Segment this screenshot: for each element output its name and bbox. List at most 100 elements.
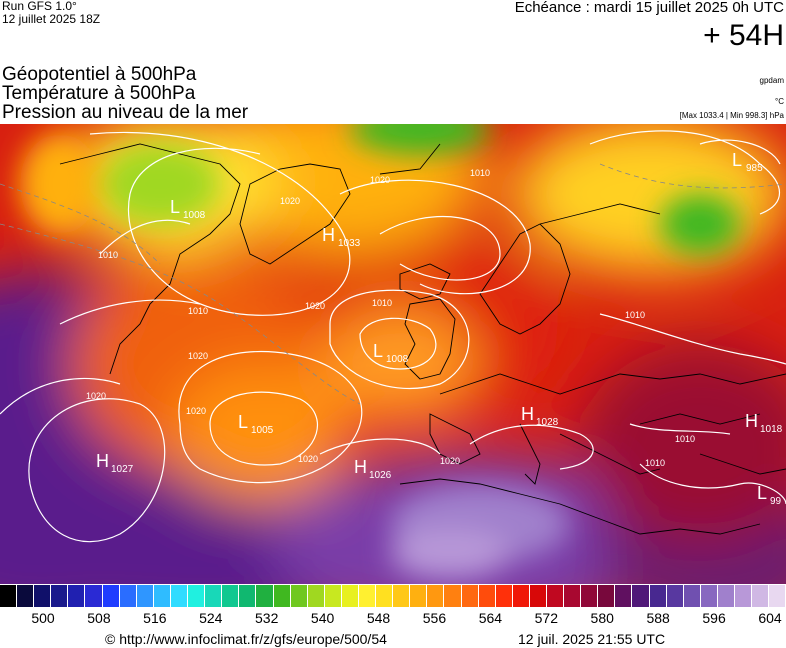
contours-500hpa (0, 163, 786, 405)
low-center-99: L 99 (757, 483, 782, 507)
pressure-center-value: 1027 (111, 464, 134, 475)
color-scale-tick: 516 (143, 610, 167, 626)
low-center-1005: L 1005 (238, 412, 274, 436)
pressure-center-type: L (238, 412, 248, 432)
color-swatch (341, 585, 359, 607)
pressure-center-value: 1018 (760, 424, 783, 435)
color-swatch (358, 585, 377, 607)
color-swatch (700, 585, 718, 607)
color-scale-tick: 604 (758, 610, 782, 626)
run-date: 12 juillet 2025 18Z (2, 12, 101, 26)
color-swatch (68, 585, 86, 607)
pressure-center-type: L (170, 197, 180, 217)
color-scale (0, 585, 786, 607)
high-center-1028: H 1028 (521, 404, 559, 428)
parameter-geopotential: Géopotentiel à 500hPa (2, 64, 197, 85)
color-swatch (478, 585, 496, 607)
color-swatch (324, 585, 342, 607)
isobar-label: 1010 (372, 298, 392, 308)
high-center-1018: H 1018 (745, 411, 783, 435)
color-swatch (444, 585, 462, 607)
color-swatch (529, 585, 547, 607)
weather-map: H 1033 L 985 L 1008 L 1008 L 1005 H 1027… (0, 124, 786, 584)
run-label: Run GFS 1.0° (2, 0, 77, 13)
color-swatch (735, 585, 753, 607)
pressure-center-type: H (322, 225, 335, 245)
color-swatch (769, 585, 786, 607)
color-swatch (683, 585, 701, 607)
color-scale-tick: 588 (646, 610, 670, 626)
pressure-center-type: H (354, 457, 367, 477)
isobars (0, 130, 786, 543)
color-swatch (188, 585, 206, 607)
color-swatch (495, 585, 513, 607)
pressure-centers: H 1033 L 985 L 1008 L 1008 L 1005 H 1027… (96, 150, 783, 507)
color-swatch (393, 585, 411, 607)
color-scale-tick: 596 (702, 610, 726, 626)
color-swatch (239, 585, 257, 607)
color-swatch (752, 585, 770, 607)
low-center-1008-atlantic: L 1008 (373, 341, 409, 365)
color-swatch (0, 585, 18, 607)
parameter-pressure: Pression au niveau de la mer (2, 102, 249, 123)
color-swatch (153, 585, 171, 607)
low-center-985: L 985 (732, 150, 763, 174)
color-swatch (461, 585, 479, 607)
color-swatch (376, 585, 394, 607)
color-swatch (427, 585, 445, 607)
color-scale-tick: 572 (534, 610, 558, 626)
isobar-label: 1020 (86, 391, 106, 401)
color-scale-tick: 564 (478, 610, 503, 626)
isobar-label: 1020 (298, 454, 318, 464)
pressure-center-value: 99 (770, 496, 782, 507)
unit-temperature: °C (775, 97, 784, 106)
pressure-center-value: 1033 (338, 238, 361, 249)
pressure-center-value: 1005 (251, 425, 274, 436)
color-swatch (632, 585, 650, 607)
isobar-label: 1020 (280, 196, 300, 206)
color-swatch (85, 585, 103, 607)
pressure-center-type: H (521, 404, 534, 424)
high-center-1033: H 1033 (322, 225, 361, 249)
isobar-label: 1010 (470, 168, 490, 178)
forecast-lead-time: + 54H (703, 19, 784, 52)
isobar-label: 1010 (645, 458, 665, 468)
color-swatch (564, 585, 582, 607)
color-scale-tick: 556 (422, 610, 447, 626)
pressure-center-type: L (732, 150, 742, 170)
forecast-valid-time: Echéance : mardi 15 juillet 2025 0h UTC (514, 0, 784, 16)
color-swatch (410, 585, 428, 607)
color-swatch (307, 585, 325, 607)
color-swatch (119, 585, 137, 607)
pressure-center-type: L (757, 483, 767, 503)
color-scale-tick: 532 (255, 610, 279, 626)
high-center-1026: H 1026 (354, 457, 392, 481)
high-center-1027: H 1027 (96, 451, 134, 475)
color-swatch (17, 585, 35, 607)
isobar-labels: 1020 1010 1010 1010 1020 1020 1010 1020 … (86, 168, 695, 468)
pressure-center-value: 1026 (369, 470, 392, 481)
color-swatch (290, 585, 308, 607)
pressure-center-value: 1008 (386, 354, 409, 365)
color-swatch (581, 585, 599, 607)
isobar-label: 1020 (305, 301, 325, 311)
isobar-label: 1020 (186, 406, 206, 416)
color-swatch (615, 585, 633, 607)
color-swatch (273, 585, 291, 607)
pressure-center-value: 985 (746, 163, 763, 174)
color-swatch (256, 585, 274, 607)
color-swatch (547, 585, 565, 607)
isobar-label: 1010 (675, 434, 695, 444)
color-swatch (51, 585, 69, 607)
color-scale-tick: 580 (590, 610, 614, 626)
unit-geopotential: gpdam (759, 76, 784, 85)
color-swatch (34, 585, 52, 607)
color-swatch (222, 585, 240, 607)
pressure-center-value: 1028 (536, 417, 559, 428)
footer-source-url: © http://www.infoclimat.fr/z/gfs/europe/… (105, 631, 387, 647)
color-swatch (205, 585, 223, 607)
isobar-label: 1010 (625, 310, 645, 320)
footer-timestamp: 12 juil. 2025 21:55 UTC (518, 631, 666, 647)
color-swatch (136, 585, 154, 607)
isobar-label: 1010 (188, 306, 208, 316)
